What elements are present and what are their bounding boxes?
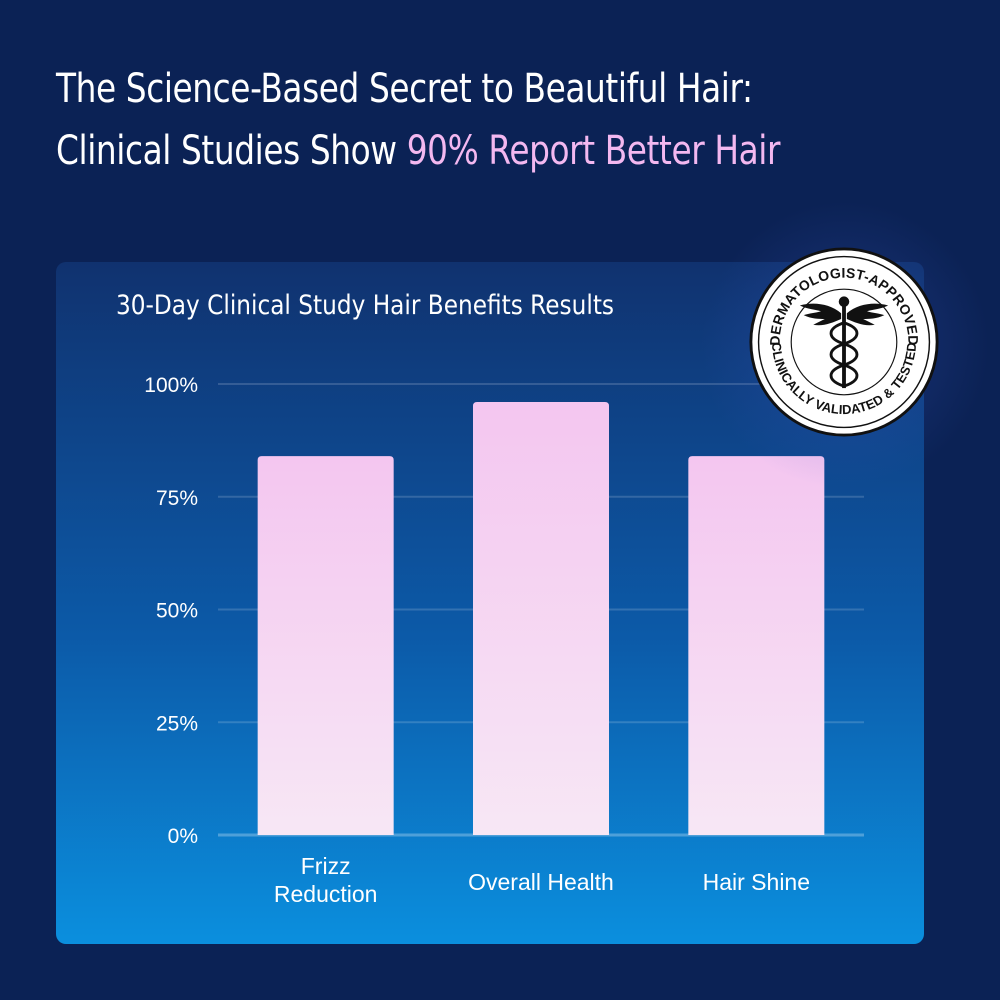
headline-accent: 90% Report Better Hair: [406, 128, 781, 174]
x-axis-labels: Frizz Reduction Overall Health Hair Shine: [274, 853, 810, 907]
dermatologist-approved-badge: DERMATOLOGIST-APPROVED CLINICALLY VALIDA…: [749, 247, 939, 437]
bar: [688, 456, 825, 835]
chart-title: 30-Day Clinical Study Hair Benefits Resu…: [116, 290, 615, 321]
bars: [257, 402, 825, 835]
x-category-label: Frizz Reduction: [274, 853, 378, 907]
bar: [257, 456, 394, 835]
y-tick-label: 0%: [168, 825, 198, 848]
y-tick-label: 25%: [156, 712, 198, 735]
headline-line-2-prefix: Clinical Studies Show: [56, 128, 407, 174]
x-category-label: Hair Shine: [703, 869, 810, 895]
y-tick-label: 100%: [144, 374, 198, 397]
y-tick-label: 50%: [156, 600, 198, 623]
y-axis-ticks: 0% 25% 50% 75% 100%: [144, 374, 198, 848]
x-category-label: Overall Health: [468, 869, 614, 895]
caduceus-icon: [799, 296, 889, 389]
headline: The Science-Based Secret to Beautiful Ha…: [56, 58, 794, 182]
y-tick-label: 75%: [156, 487, 198, 510]
bar: [473, 402, 609, 835]
headline-line-2: Clinical Studies Show 90% Report Better …: [56, 120, 794, 182]
headline-line-1: The Science-Based Secret to Beautiful Ha…: [56, 66, 753, 112]
